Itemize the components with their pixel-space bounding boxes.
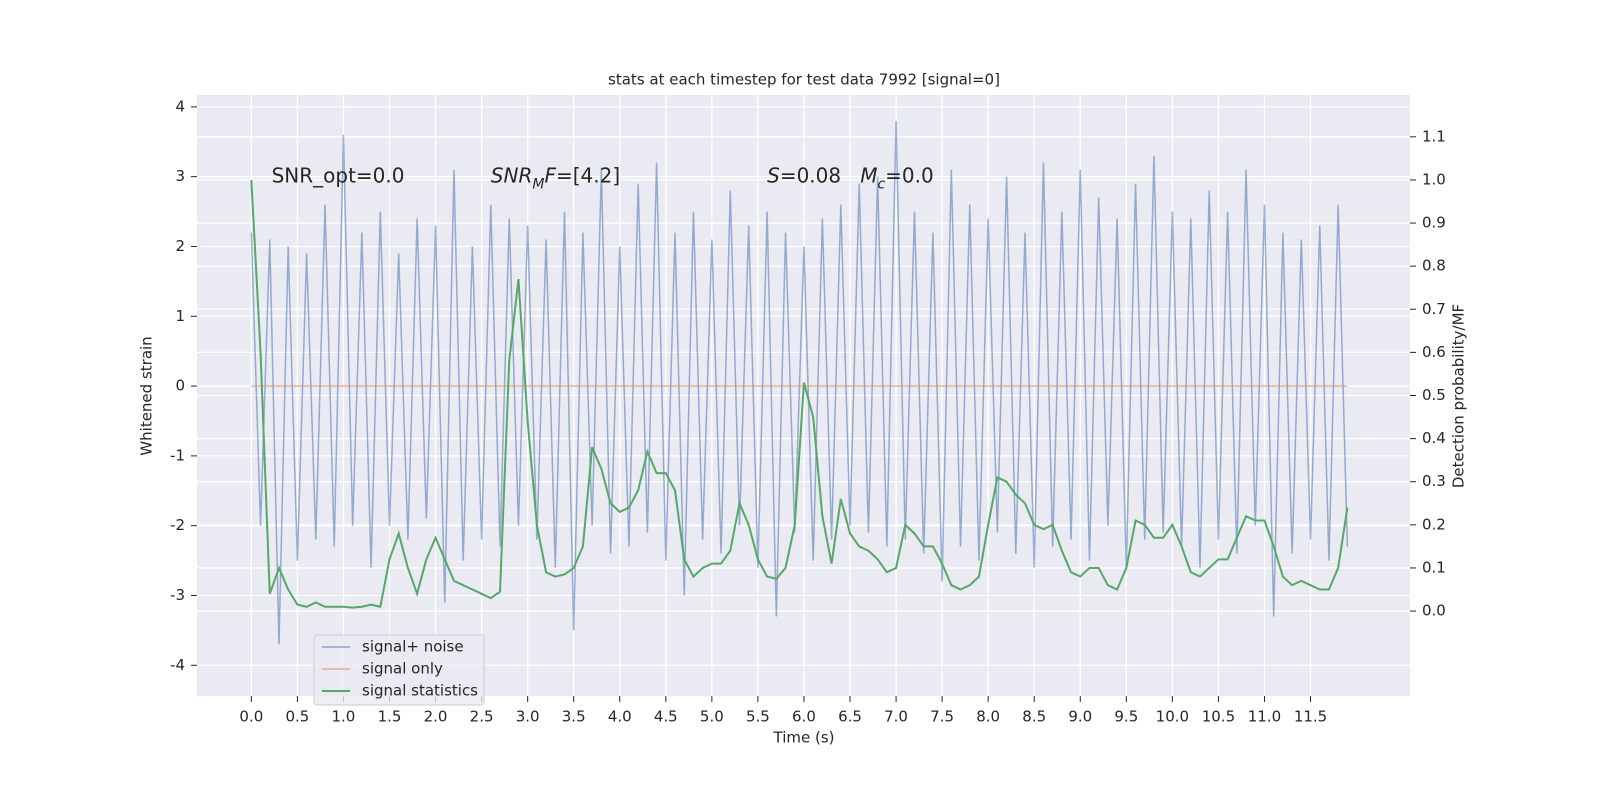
x-axis-label: Time (s) xyxy=(773,729,835,747)
y-tick-label: 0 xyxy=(175,377,185,395)
chart-title: stats at each timestep for test data 799… xyxy=(608,71,1000,89)
x-tick-label: 4.5 xyxy=(654,708,678,726)
x-tick-label: 3.5 xyxy=(562,708,586,726)
y2-axis-label: Detection probability/MF xyxy=(1450,304,1468,488)
x-tick-label: 8.0 xyxy=(976,708,1000,726)
y2-tick-label: 0.2 xyxy=(1422,515,1446,533)
x-tick-label: 4.0 xyxy=(608,708,632,726)
y-tick-label: 4 xyxy=(175,97,185,115)
x-tick-label: 11.0 xyxy=(1248,708,1281,726)
x-tick-label: 1.5 xyxy=(378,708,402,726)
y2-tick-label: 0.8 xyxy=(1422,257,1446,275)
y-tick-label: -3 xyxy=(170,586,185,604)
x-tick-label: 10.5 xyxy=(1202,708,1235,726)
y2-tick-label: 0.0 xyxy=(1422,602,1446,620)
x-tick-label: 3.0 xyxy=(516,708,540,726)
x-tick-label: 9.0 xyxy=(1068,708,1092,726)
legend-box xyxy=(313,634,485,706)
legend-label: signal only xyxy=(362,660,443,678)
y-tick-label: -1 xyxy=(170,446,185,464)
x-tick-label: 6.5 xyxy=(838,708,862,726)
annotation-part: M xyxy=(860,163,877,187)
annotation-part: c xyxy=(877,177,885,193)
annotation: SNRMF=[4.2] xyxy=(491,163,620,193)
y2-tick-label: 1.0 xyxy=(1422,170,1446,188)
annotation-part: =[4.2] xyxy=(556,163,620,187)
y2-tick-label: 0.6 xyxy=(1422,343,1446,361)
y2-tick-label: 0.9 xyxy=(1422,214,1446,232)
y2-tick-label: 0.5 xyxy=(1422,386,1446,404)
legend-label: signal statistics xyxy=(362,682,478,700)
series-line xyxy=(250,120,1349,645)
annotation-part: SNR_opt=0.0 xyxy=(272,163,405,187)
y-tick-label: 2 xyxy=(175,237,185,255)
x-tick-label: 2.0 xyxy=(424,708,448,726)
annotation-part: SNR xyxy=(491,163,533,187)
annotation-part: =0.0 xyxy=(885,163,934,187)
annotation-part: F xyxy=(544,163,556,187)
legend-label: signal+ noise xyxy=(362,638,464,656)
x-tick-label: 9.5 xyxy=(1114,708,1138,726)
annotation-part: =0.08 xyxy=(780,163,860,187)
annotation-part: S xyxy=(767,163,780,187)
series-line xyxy=(250,179,1349,609)
annotation: S=0.08 Mc=0.0 xyxy=(767,163,934,193)
x-tick-label: 2.5 xyxy=(470,708,494,726)
x-tick-label: 0.0 xyxy=(239,708,263,726)
y-tick-label: -4 xyxy=(170,656,185,674)
x-tick-label: 8.5 xyxy=(1022,708,1046,726)
y2-tick-label: 0.4 xyxy=(1422,429,1446,447)
x-tick-label: 1.0 xyxy=(332,708,356,726)
annotation: SNR_opt=0.0 xyxy=(272,163,405,187)
annotation-part: M xyxy=(532,177,544,193)
y-tick-label: 1 xyxy=(175,307,185,325)
y2-tick-label: 0.3 xyxy=(1422,472,1446,490)
x-tick-label: 11.5 xyxy=(1294,708,1327,726)
x-tick-label: 0.5 xyxy=(285,708,309,726)
y-axis-label: Whitened strain xyxy=(138,336,156,455)
y-tick-label: -2 xyxy=(170,516,185,534)
y2-tick-label: 1.1 xyxy=(1422,127,1446,145)
y2-tick-label: 0.1 xyxy=(1422,558,1446,576)
x-tick-label: 6.0 xyxy=(792,708,816,726)
x-tick-label: 7.0 xyxy=(884,708,908,726)
x-tick-label: 10.0 xyxy=(1156,708,1189,726)
x-tick-label: 7.5 xyxy=(930,708,954,726)
y2-tick-label: 0.7 xyxy=(1422,300,1446,318)
x-tick-label: 5.5 xyxy=(746,708,770,726)
y-tick-label: 3 xyxy=(175,167,185,185)
x-tick-label: 5.0 xyxy=(700,708,724,726)
